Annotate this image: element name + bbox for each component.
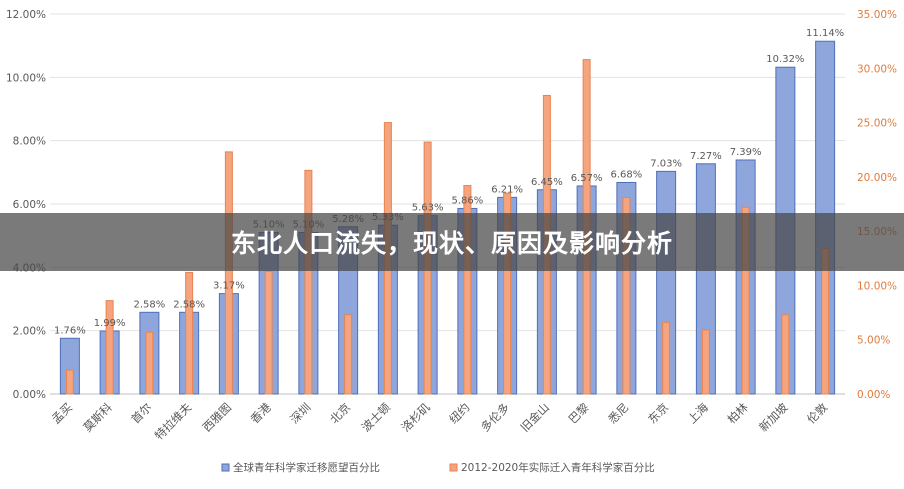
- blue-value-label: 5.86%: [451, 195, 483, 206]
- y-left-tick-label: 6.00%: [13, 199, 46, 211]
- blue-value-label: 7.39%: [730, 147, 762, 158]
- x-category-label: 柏林: [725, 400, 752, 427]
- orange-bar: [662, 321, 671, 395]
- x-category-label: 香港: [248, 400, 275, 427]
- orange-bar: [622, 196, 631, 395]
- orange-bar: [781, 314, 790, 395]
- blue-value-label: 2.58%: [133, 299, 165, 310]
- y-right-tick-label: 35.00%: [857, 9, 897, 21]
- x-category-label: 北京: [327, 400, 353, 426]
- x-category-label: 洛杉矶: [398, 400, 433, 435]
- y-right-tick-label: 25.00%: [857, 118, 897, 130]
- blue-value-label: 7.03%: [650, 158, 682, 169]
- legend-label-blue: 全球青年科学家迁移愿望百分比: [233, 461, 380, 474]
- y-right-tick-label: 20.00%: [857, 172, 897, 184]
- y-left-tick-label: 2.00%: [13, 326, 46, 338]
- blue-value-label: 6.68%: [610, 169, 642, 180]
- y-left-tick-label: 12.00%: [6, 9, 46, 21]
- blue-value-label: 1.99%: [94, 318, 126, 329]
- y-right-tick-label: 30.00%: [857, 63, 897, 75]
- orange-bar: [463, 185, 472, 395]
- x-category-label: 悉尼: [605, 400, 631, 426]
- blue-value-label: 5.63%: [412, 203, 444, 214]
- x-category-label: 纽约: [446, 400, 472, 426]
- orange-bar: [145, 331, 154, 395]
- blue-value-label: 1.76%: [54, 325, 86, 336]
- orange-bar: [741, 206, 750, 395]
- x-category-label: 东京: [645, 400, 671, 426]
- gridlines: [50, 13, 845, 395]
- x-category-label: 首尔: [128, 400, 154, 426]
- x-category-label: 西雅图: [200, 400, 234, 434]
- legend-swatch-blue: [221, 463, 230, 472]
- y-axis-right: 0.00%5.00%10.00%15.00%20.00%25.00%30.00%…: [857, 9, 897, 401]
- x-category-label: 莫斯科: [80, 400, 115, 435]
- blue-value-label: 6.45%: [531, 177, 563, 188]
- orange-bar: [224, 151, 233, 395]
- banner-title: 东北人口流失，现状、原因及影响分析: [230, 229, 673, 258]
- orange-bar: [503, 192, 512, 395]
- blue-value-label: 10.32%: [766, 54, 804, 65]
- orange-bar: [344, 314, 353, 395]
- blue-value-label: 3.17%: [213, 281, 245, 292]
- x-category-label: 旧金山: [518, 400, 552, 434]
- x-category-label: 新加坡: [756, 400, 791, 435]
- orange-bar: [701, 329, 710, 395]
- orange-bar: [185, 271, 194, 395]
- blue-value-label: 2.58%: [173, 299, 205, 310]
- legend-label-orange: 2012-2020年实际迁入青年科学家百分比: [461, 461, 655, 474]
- y-right-tick-label: 10.00%: [857, 280, 897, 292]
- legend: 全球青年科学家迁移愿望百分比 2012-2020年实际迁入青年科学家百分比: [221, 461, 655, 474]
- x-category-label: 特拉维夫: [152, 400, 195, 443]
- y-left-tick-label: 8.00%: [13, 136, 46, 148]
- legend-swatch-orange: [449, 463, 458, 472]
- x-category-label: 巴黎: [566, 400, 593, 427]
- y-right-tick-label: 0.00%: [857, 389, 890, 401]
- y-right-tick-label: 5.00%: [857, 335, 890, 347]
- orange-bar: [65, 369, 74, 395]
- y-axis-left: 0.00%2.00%4.00%6.00%8.00%10.00%12.00%: [6, 9, 46, 401]
- data-labels: 1.76%1.99%2.58%2.58%3.17%5.10%5.10%5.28%…: [54, 28, 844, 336]
- orange-bar: [264, 270, 273, 395]
- blue-value-label: 6.21%: [491, 184, 523, 195]
- y-left-tick-label: 10.00%: [6, 72, 46, 84]
- x-category-label: 上海: [685, 400, 712, 427]
- x-category-label: 波士顿: [359, 400, 394, 435]
- x-category-label: 多伦多: [478, 400, 512, 434]
- blue-value-label: 7.27%: [690, 151, 722, 162]
- y-left-tick-label: 0.00%: [13, 389, 46, 401]
- x-category-label: 孟买: [49, 400, 75, 426]
- blue-value-label: 11.14%: [806, 28, 844, 39]
- orange-bar: [304, 169, 313, 395]
- x-category-label: 深圳: [287, 400, 313, 426]
- orange-bar: [105, 300, 114, 395]
- title-banner: 东北人口流失，现状、原因及影响分析: [0, 213, 904, 271]
- blue-value-label: 6.57%: [571, 173, 603, 184]
- x-category-label: 伦敦: [804, 400, 831, 427]
